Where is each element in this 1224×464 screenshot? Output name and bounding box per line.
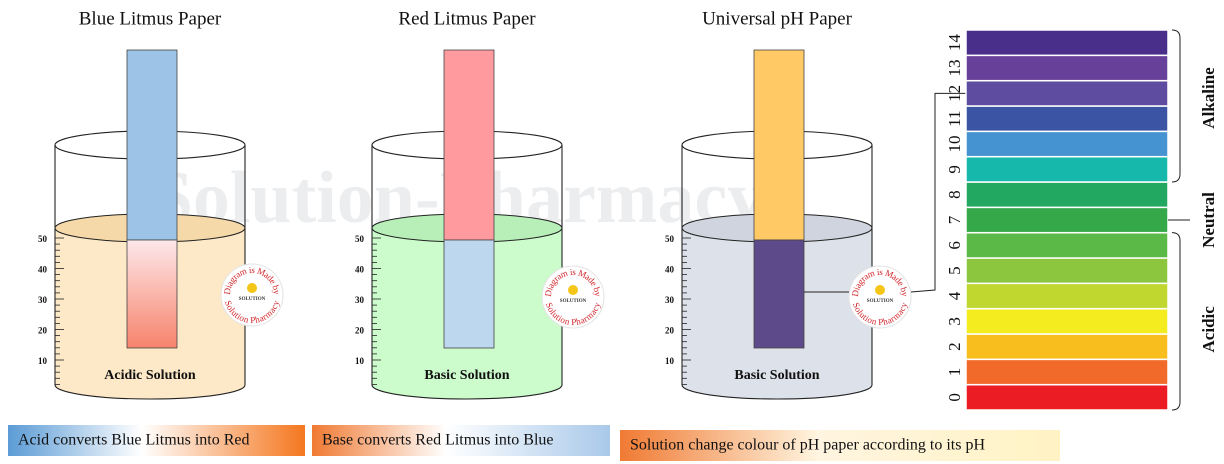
ph-band (965, 181, 1169, 209)
scale-label: 30 (38, 295, 48, 305)
ph-number: 7 (945, 215, 964, 224)
beaker-base (54, 384, 246, 400)
ph-band (965, 54, 1169, 82)
ph-band (965, 105, 1169, 133)
stamp (541, 265, 605, 329)
ph-number: 2 (945, 342, 964, 351)
ph-band (965, 383, 1169, 411)
ph-number: 0 (945, 393, 964, 402)
stamp (848, 265, 912, 329)
scale-label: 50 (38, 234, 48, 244)
ph-number: 5 (945, 266, 964, 275)
stamp-center: SOLUTION (867, 299, 894, 304)
ph-number: 8 (945, 190, 964, 199)
beaker-title: Red Litmus Paper (398, 8, 536, 29)
scale-label: 10 (355, 356, 365, 366)
ph-band (965, 257, 1169, 285)
scale-label: 40 (665, 265, 675, 275)
stamp-center: SOLUTION (239, 297, 266, 302)
scale-label: 50 (665, 234, 675, 244)
bracket (1171, 29, 1181, 183)
alkaline-label: Alkaline (1199, 67, 1218, 129)
stamp (220, 263, 284, 327)
neutral-label: Neutral (1199, 192, 1218, 248)
paper-strip-dipped (126, 239, 178, 349)
ph-band (965, 130, 1169, 158)
paper-strip-dipped (443, 239, 495, 349)
caption-box (8, 425, 305, 456)
paper-strip (753, 49, 805, 241)
ph-number: 13 (945, 60, 964, 77)
scale-label: 30 (665, 295, 675, 305)
caption: Solution change colour of pH paper accor… (630, 437, 985, 454)
paper-strip (443, 49, 495, 241)
ph-band (965, 29, 1169, 57)
caption-box (620, 430, 1060, 461)
scale-label: 40 (38, 265, 48, 275)
ph-band (965, 358, 1169, 386)
ph-number: 4 (945, 291, 964, 300)
bulb-icon (247, 283, 257, 293)
pointer-line (910, 92, 966, 293)
bulb-icon (568, 285, 578, 295)
scale-label: 10 (38, 356, 48, 366)
scale-label: 10 (665, 356, 675, 366)
ph-number: 10 (945, 136, 964, 153)
solution-label: Acidic Solution (104, 368, 196, 383)
paper-strip (126, 49, 178, 241)
scale-label: 50 (355, 234, 365, 244)
caption: Base converts Red Litmus into Blue (322, 432, 554, 449)
ph-number: 14 (945, 34, 964, 52)
ph-number: 12 (945, 85, 964, 102)
solution-label: Basic Solution (424, 368, 509, 383)
acidic-label: Acidic (1199, 306, 1218, 353)
caption: Acid converts Blue Litmus into Red (18, 432, 250, 449)
beaker-title: Blue Litmus Paper (79, 8, 222, 29)
ph-band (965, 307, 1169, 335)
solution-label: Basic Solution (734, 368, 819, 383)
scale-label: 20 (665, 326, 675, 336)
beaker-title: Universal pH Paper (702, 8, 853, 29)
ph-number: 1 (945, 368, 964, 377)
scale-label: 30 (355, 295, 365, 305)
ph-band (965, 206, 1169, 234)
ph-band (965, 231, 1169, 259)
bulb-icon (875, 285, 885, 295)
ph-number: 6 (945, 241, 964, 250)
caption-box (312, 425, 610, 456)
ph-number: 11 (945, 110, 964, 126)
ph-number: 3 (945, 317, 964, 326)
beaker-base (681, 384, 873, 400)
ph-band (965, 79, 1169, 107)
ph-band (965, 282, 1169, 310)
beaker-base (371, 384, 563, 400)
ph-band (965, 333, 1169, 361)
scale-label: 40 (355, 265, 365, 275)
ph-number: 9 (945, 165, 964, 174)
bracket (1171, 232, 1181, 411)
scale-label: 20 (355, 326, 365, 336)
ph-band (965, 155, 1169, 183)
scale-label: 20 (38, 326, 48, 336)
paper-strip-dipped (753, 239, 805, 349)
stamp-center: SOLUTION (560, 299, 587, 304)
